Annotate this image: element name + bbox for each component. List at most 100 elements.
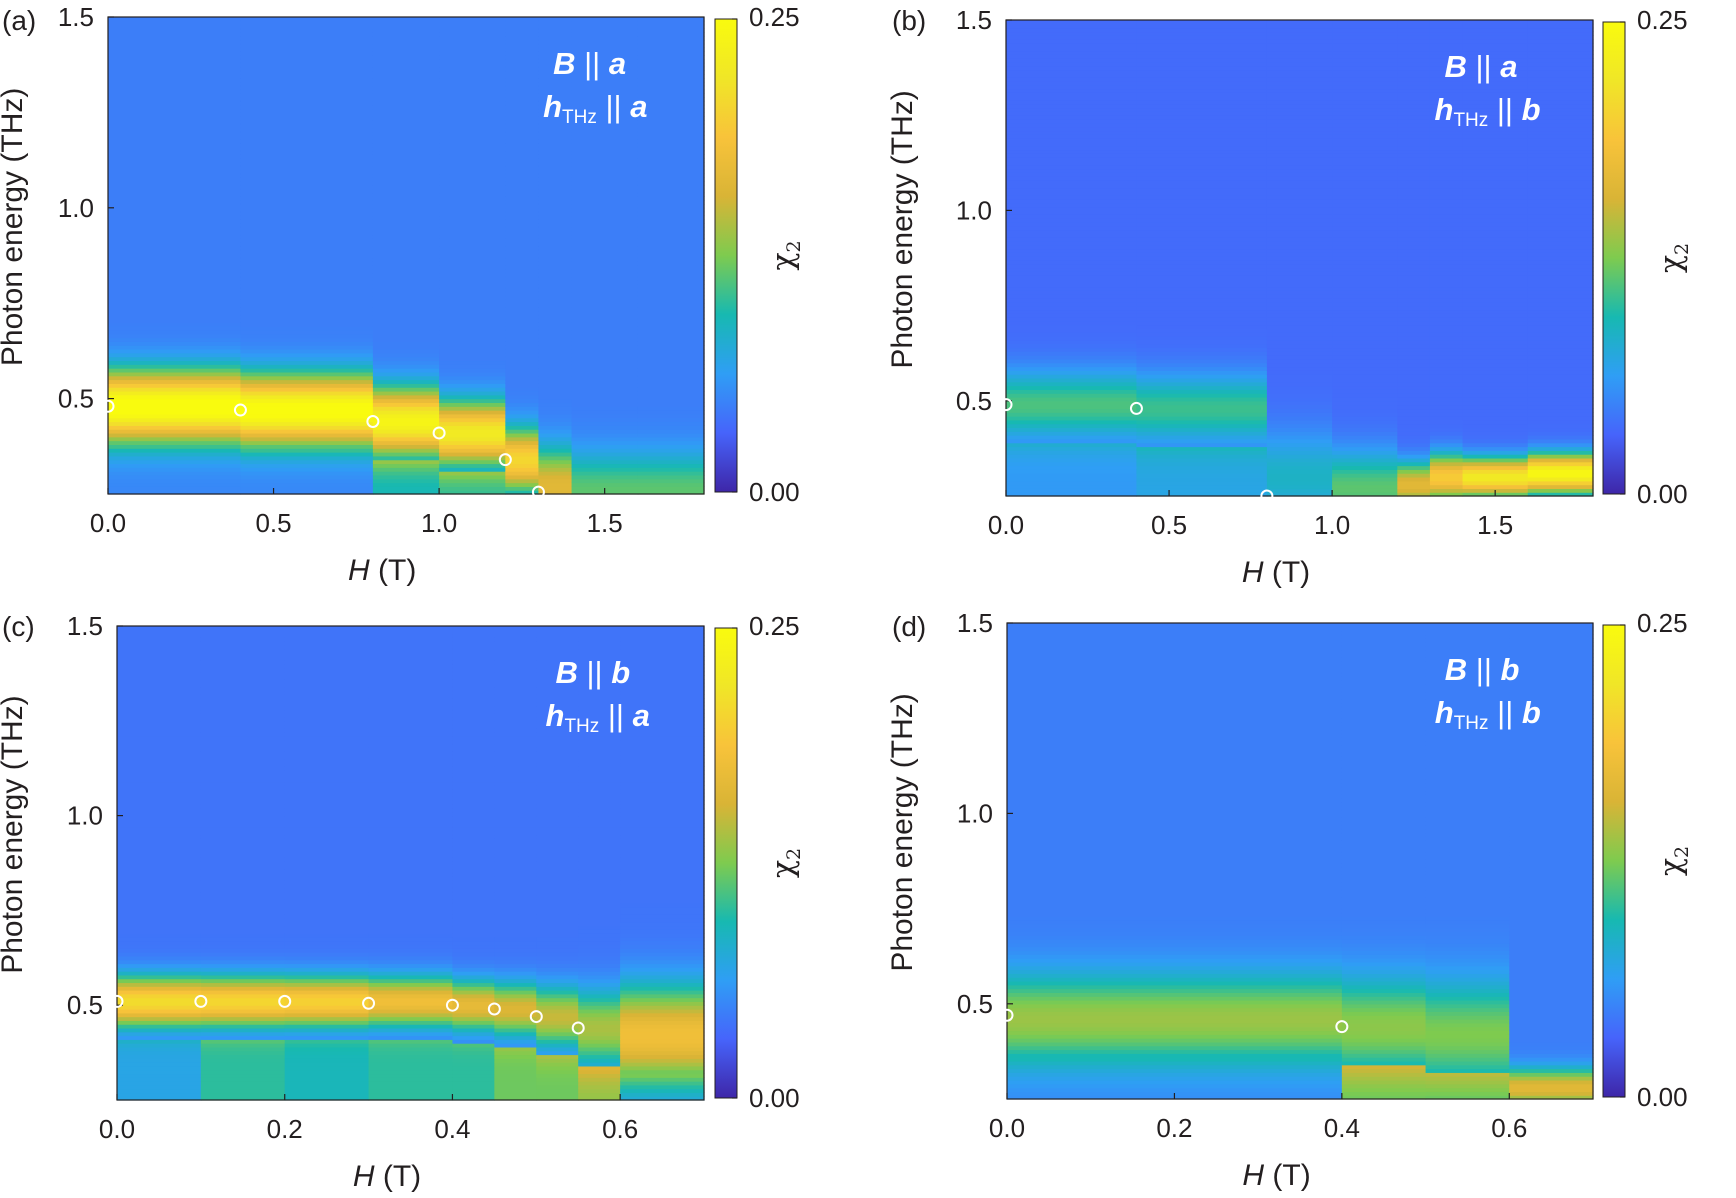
heatmap-cell-7-67 (637, 234, 705, 239)
heatmap-cell-5-117 (494, 652, 537, 657)
heatmap-cell-5-19 (494, 1024, 537, 1029)
heatmap-cell-7-122 (1527, 27, 1594, 33)
heatmap-cell-0-25 (108, 394, 242, 400)
heatmap-cell-0-22 (108, 406, 242, 411)
heatmap-cell-2-99 (1266, 115, 1333, 120)
heatmap-cell-1-9 (240, 455, 374, 461)
heatmap-cell-0-100 (117, 717, 202, 722)
heatmap-cell-3-6 (1509, 1072, 1594, 1077)
heatmap-cell-2-112 (372, 62, 440, 68)
heatmap-cell-6-123 (536, 629, 579, 635)
heatmap-cell-5-28 (1429, 385, 1464, 390)
heatmap-cell-1-52 (1341, 897, 1427, 902)
heatmap-cell-4-40 (505, 337, 540, 342)
heatmap-cell-4-10 (1397, 454, 1431, 459)
heatmap-cell-8-93 (620, 743, 705, 748)
heatmap-cell-3-115 (1509, 657, 1594, 662)
heatmap-cell-4-117 (505, 43, 540, 49)
heatmap-cell-5-49 (494, 910, 537, 915)
heatmap-cell-3-32 (368, 974, 454, 980)
heatmap-cell-6-115 (536, 660, 579, 665)
heatmap-cell-1-39 (240, 341, 374, 346)
y-tick-label: 1.0 (67, 801, 103, 831)
heatmap-cell-5-118 (494, 648, 537, 654)
heatmap-cell-1-72 (240, 215, 374, 220)
heatmap-cell-5-89 (494, 758, 537, 764)
heatmap-cell-6-35 (536, 963, 579, 968)
heatmap-cell-2-18 (284, 1027, 370, 1033)
heatmap-cell-4-108 (452, 686, 495, 692)
heatmap-cell-5-40 (538, 337, 573, 342)
heatmap-cell-4-52 (505, 291, 540, 297)
heatmap-cell-7-68 (1527, 233, 1594, 238)
heatmap-cell-5-28 (538, 383, 573, 388)
heatmap-cell-4-26 (452, 997, 495, 1003)
heatmap-cell-1-117 (240, 43, 374, 49)
heatmap-cell-3-98 (1332, 119, 1398, 124)
heatmap-cell-0-91 (1006, 145, 1138, 151)
heatmap-cell-3-111 (1509, 672, 1594, 677)
heatmap-cell-4-83 (452, 781, 495, 786)
heatmap-cell-2-76 (372, 200, 440, 205)
heatmap-cell-5-96 (1429, 126, 1464, 132)
heatmap-cell-6-79 (1462, 191, 1529, 196)
heatmap-cell-1-105 (240, 89, 374, 94)
heatmap-cell-4-90 (505, 146, 540, 152)
heatmap-cell-2-98 (1425, 722, 1510, 727)
heatmap-cell-5-93 (1429, 138, 1464, 143)
heatmap-cell-2-5 (372, 471, 440, 476)
heatmap-cell-8-9 (620, 1062, 705, 1067)
heatmap-cell-7-79 (1527, 191, 1594, 196)
heatmap-cell-8-24 (620, 1005, 705, 1010)
heatmap-cell-3-93 (439, 135, 506, 140)
heatmap-cell-0-87 (108, 158, 242, 163)
heatmap-cell-1-90 (200, 754, 286, 760)
heatmap-cell-6-42 (1462, 332, 1529, 337)
heatmap-cell-4-50 (452, 906, 495, 911)
heatmap-cell-4-99 (1397, 115, 1431, 120)
heatmap-cell-2-47 (1266, 313, 1333, 318)
heatmap-cell-4-69 (452, 834, 495, 839)
heatmap-cell-3-106 (368, 694, 454, 699)
heatmap-cell-1-21 (1341, 1015, 1427, 1020)
heatmap-cell-1-25 (1136, 396, 1268, 402)
heatmap-cell-5-119 (494, 644, 537, 650)
heatmap-cell-4-102 (452, 709, 495, 714)
heatmap-cell-4-65 (1397, 244, 1431, 250)
heatmap-cell-3-85 (1509, 771, 1594, 776)
heatmap-cell-2-124 (284, 626, 370, 631)
heatmap-cell-2-92 (372, 139, 440, 144)
heatmap-cell-7-60 (578, 868, 621, 874)
heatmap-cell-5-68 (494, 838, 537, 843)
heatmap-cell-2-106 (284, 694, 370, 699)
heatmap-cell-2-66 (284, 845, 370, 851)
heatmap-cell-4-81 (1397, 183, 1431, 189)
heatmap-cell-2-6 (372, 467, 440, 472)
heatmap-cell-4-34 (1397, 362, 1431, 368)
heatmap-cell-4-9 (452, 1062, 495, 1067)
heatmap-cell-6-67 (536, 842, 579, 847)
heatmap-cell-0-12 (1007, 1049, 1343, 1054)
heatmap-cell-7-64 (578, 853, 621, 858)
colorbar-label: χ2 (1654, 846, 1693, 876)
heatmap-cell-6-0 (536, 1096, 579, 1101)
heatmap-cell-2-122 (284, 633, 370, 638)
heatmap-cell-4-73 (452, 819, 495, 824)
heatmap-cell-1-119 (1341, 642, 1427, 647)
heatmap-cell-4-47 (1397, 313, 1431, 318)
heatmap-cell-7-0 (578, 1096, 621, 1101)
heatmap-cell-7-57 (1527, 275, 1594, 280)
heatmap-cell-7-117 (578, 652, 621, 657)
heatmap-cell-5-33 (538, 364, 573, 369)
heatmap-cell-6-26 (1462, 393, 1529, 398)
heatmap-cell-1-5 (1341, 1076, 1427, 1081)
heatmap-cell-2-110 (284, 679, 370, 684)
heatmap-cell-6-5 (1462, 473, 1529, 478)
heatmap-cell-4-29 (452, 986, 495, 991)
heatmap-cell-2-14 (1425, 1041, 1510, 1047)
heatmap-cell-6-2 (571, 482, 639, 487)
heatmap-cell-0-2 (117, 1088, 202, 1094)
heatmap-cell-4-0 (505, 490, 540, 495)
heatmap-cell-1-23 (1136, 404, 1268, 410)
heatmap-cell-1-112 (200, 671, 286, 676)
